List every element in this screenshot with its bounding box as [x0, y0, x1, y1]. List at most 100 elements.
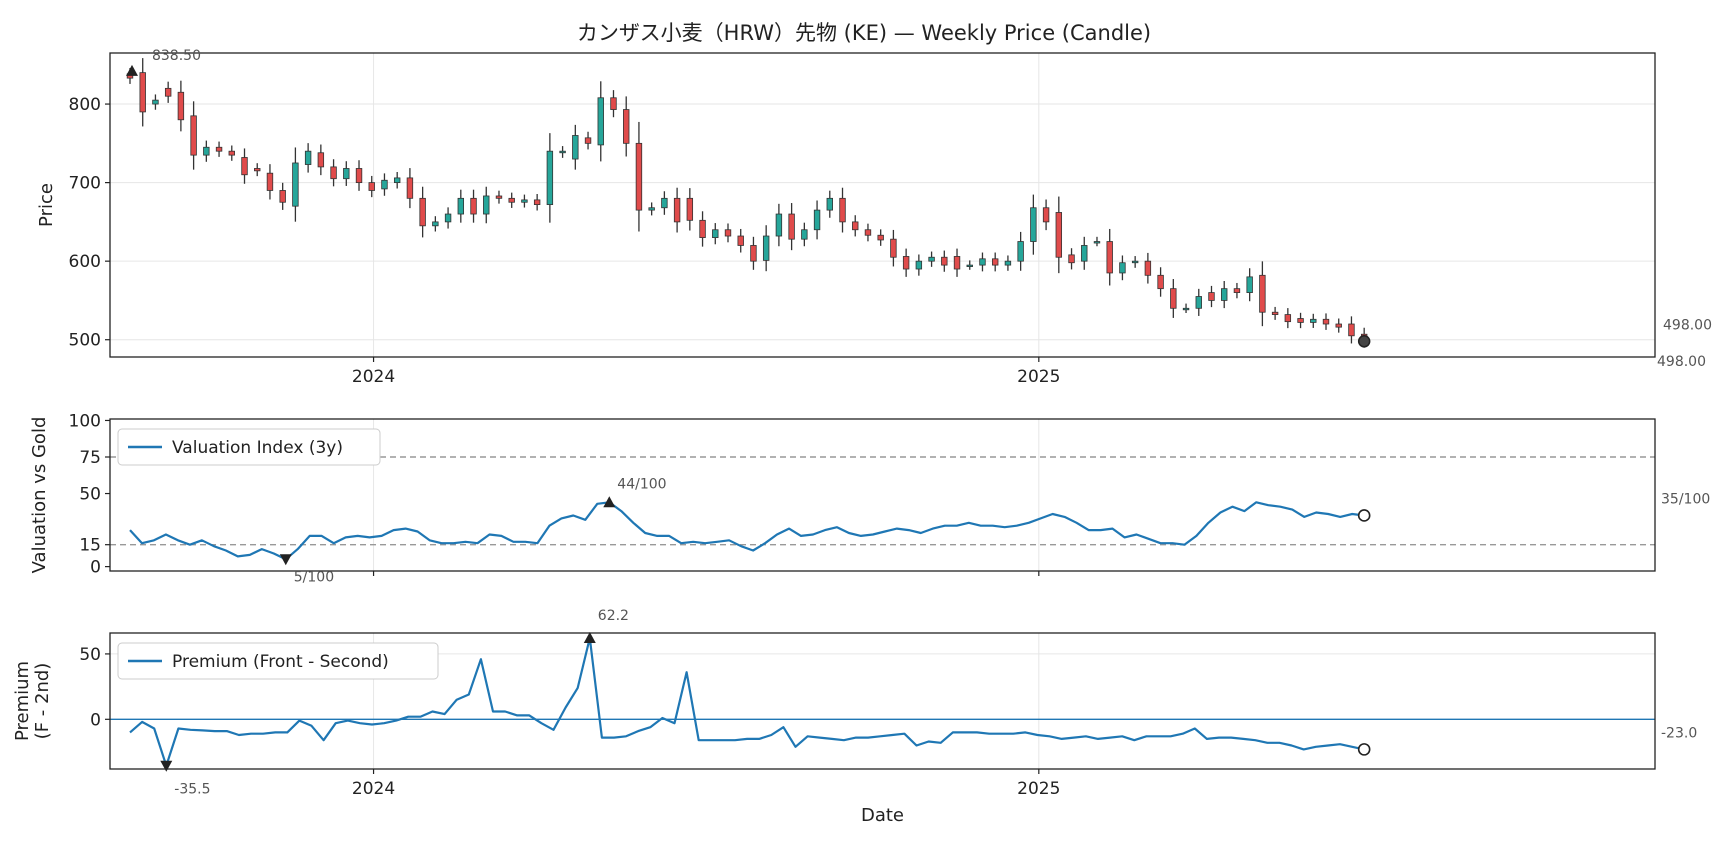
candle-body — [661, 197, 668, 209]
candle-body — [724, 229, 732, 237]
candle-body — [801, 229, 808, 240]
candle-body — [737, 235, 744, 246]
candle-body — [432, 221, 439, 227]
candle-body — [712, 229, 719, 238]
candle-body — [1195, 296, 1202, 309]
candle-body — [533, 199, 541, 206]
candle-body — [750, 245, 757, 262]
candle-body — [597, 97, 604, 146]
candle-body — [1017, 241, 1024, 262]
y-tick-label: 15 — [79, 536, 101, 556]
candle-body — [546, 150, 554, 206]
candle-body — [444, 213, 452, 223]
candle-body — [1131, 260, 1139, 264]
candle-body — [1030, 207, 1037, 242]
candle-body — [991, 258, 999, 266]
plot-frame — [109, 418, 1656, 572]
candle-body — [1221, 288, 1228, 301]
y-axis-label: Premium(F - 2nd) — [12, 661, 53, 741]
candle-body — [521, 199, 528, 203]
last-value-annotation: -23.0 — [1661, 725, 1697, 741]
candle-body — [623, 109, 630, 144]
x-tick-label: 2025 — [1017, 367, 1060, 387]
candle-body — [381, 179, 388, 190]
candle-body — [164, 87, 172, 97]
candle-body — [1004, 260, 1012, 266]
candle-body — [1297, 318, 1304, 323]
candle-body — [1246, 276, 1253, 293]
candle-body — [1271, 311, 1279, 315]
candle-body — [1322, 318, 1330, 325]
min-annotation: 5/100 — [294, 569, 334, 585]
x-axis-label: Date — [861, 805, 904, 826]
candle-body — [584, 137, 592, 144]
candle-body — [254, 168, 261, 172]
candle-body — [559, 150, 566, 154]
legend-label: Premium (Front - Second) — [172, 652, 389, 672]
y-axis-label: Price — [36, 183, 57, 227]
legend-label: Valuation Index (3y) — [172, 438, 343, 458]
candle-body — [1093, 241, 1101, 244]
candle-body — [1081, 245, 1088, 262]
candle-body — [864, 229, 872, 236]
candle-body — [877, 234, 884, 241]
candle-body — [152, 99, 159, 105]
candle-body — [979, 258, 986, 266]
candle-body — [610, 97, 617, 110]
candle-body — [406, 177, 414, 199]
legend-box — [117, 428, 381, 466]
plot-frame — [109, 632, 1656, 770]
candle-body — [762, 235, 770, 261]
valuation-panel: 015 50 75 100 Valuation vs Gold 5/100 44/100 35… — [29, 411, 1710, 585]
candle-body — [890, 238, 897, 258]
candle-body — [483, 195, 490, 215]
candle-body — [266, 172, 274, 191]
candle-body — [1068, 254, 1075, 264]
candle-body — [1284, 314, 1292, 323]
premium-panel: 0 50 2024 2025 Premium(F - 2nd) -35.5 62.2 -23.… — [12, 608, 1697, 826]
candle-body — [673, 197, 681, 223]
y-tick-label: 50 — [79, 485, 101, 505]
candle-body — [470, 197, 477, 215]
candle-body — [177, 91, 185, 121]
candle-body — [190, 115, 197, 156]
y-tick-label: 500 — [69, 331, 101, 351]
candle-body — [1144, 260, 1152, 276]
max-annotation: 838.50 — [152, 48, 201, 64]
y-tick-label: 75 — [79, 448, 101, 468]
min-annotation: -35.5 — [174, 782, 210, 798]
candle-body — [1310, 318, 1317, 323]
candle-body — [368, 182, 375, 191]
candle-body — [813, 209, 821, 231]
min-marker — [279, 554, 292, 566]
candle-body — [1157, 274, 1164, 290]
last-value-annotation: 35/100 — [1661, 491, 1710, 507]
candle-body — [317, 152, 325, 168]
price-panel: 500 600 700 800 2024 2025 Price 838.50 498.00 498… — [36, 48, 1712, 387]
candle-body — [1106, 241, 1113, 274]
candle-body — [1170, 288, 1177, 309]
candle-body — [1055, 212, 1063, 258]
candle-body — [330, 166, 337, 180]
candle-body — [1042, 207, 1050, 223]
candle-body — [343, 168, 350, 180]
candle-body — [635, 142, 643, 211]
candle-body — [1119, 262, 1126, 274]
candle-body — [1233, 288, 1241, 293]
legend-box — [117, 642, 439, 680]
candle-body — [852, 221, 859, 231]
series-line — [129, 501, 1365, 561]
candle-body — [1335, 323, 1342, 328]
candle-body — [228, 150, 235, 156]
candle-body — [1182, 307, 1190, 311]
candle-body — [457, 197, 465, 215]
y-tick-label: 700 — [69, 174, 101, 194]
y-axis-label: Valuation vs Gold — [29, 417, 50, 574]
candle-body — [419, 197, 426, 227]
candle-body — [839, 197, 846, 223]
chart-title: カンザス小麦（HRW）先物 (KE) — Weekly Price (Candl… — [577, 21, 1151, 45]
last-value-marker — [1357, 743, 1371, 756]
max-marker — [603, 496, 616, 508]
max-marker — [583, 631, 596, 643]
